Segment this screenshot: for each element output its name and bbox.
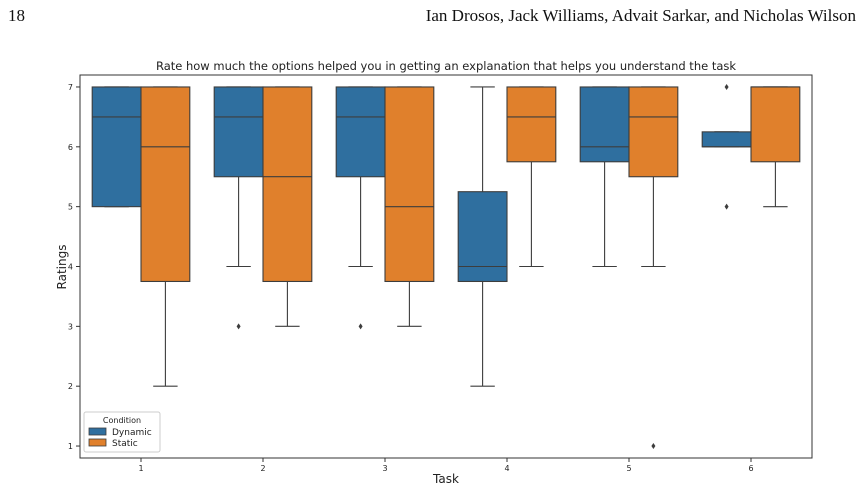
box-iqr xyxy=(91,86,142,208)
outlier-point xyxy=(651,443,656,450)
outlier-point xyxy=(358,323,363,330)
y-tick-label: 1 xyxy=(68,442,73,451)
box-iqr xyxy=(384,86,435,283)
box-iqr xyxy=(628,86,679,178)
y-tick-label: 3 xyxy=(68,322,73,331)
chart-title: Rate how much the options helped you in … xyxy=(156,59,736,73)
outlier-point xyxy=(724,83,729,90)
legend-title: Condition xyxy=(103,416,141,425)
legend-swatch-static xyxy=(88,438,107,447)
box-iqr xyxy=(140,86,191,283)
box-iqr xyxy=(335,86,386,178)
y-tick-label: 6 xyxy=(68,143,73,152)
box-iqr xyxy=(579,86,630,163)
outlier-point xyxy=(724,203,729,210)
box-static-task-5 xyxy=(628,86,679,450)
box-dynamic-task-2 xyxy=(213,86,264,330)
box-static-task-6 xyxy=(750,86,801,208)
box-iqr xyxy=(262,86,313,283)
box-dynamic-task-1 xyxy=(91,86,142,208)
box-iqr xyxy=(750,86,801,163)
y-axis-label: Ratings xyxy=(55,245,69,290)
y-tick-label: 5 xyxy=(68,203,73,212)
page-authors: Ian Drosos, Jack Williams, Advait Sarkar… xyxy=(425,6,856,25)
box-iqr xyxy=(457,191,508,283)
box-static-task-3 xyxy=(384,86,435,327)
box-dynamic-task-4 xyxy=(457,86,508,387)
page-number: 18 xyxy=(8,6,25,25)
page-header: 18 Ian Drosos, Jack Williams, Advait Sar… xyxy=(0,0,868,40)
plot-layer: 1 2 3 4 5 6 7 1 2 3 4 5 6 xyxy=(68,74,813,473)
box-iqr xyxy=(506,86,557,163)
x-tick-label: 3 xyxy=(382,464,387,473)
x-tick-label: 6 xyxy=(748,464,753,473)
box-dynamic-task-5 xyxy=(579,86,630,268)
x-axis-label: Task xyxy=(432,472,459,486)
legend-label-static: Static xyxy=(112,439,138,449)
box-iqr xyxy=(701,131,752,148)
y-tick-label: 4 xyxy=(68,263,73,272)
box-static-task-4 xyxy=(506,86,557,268)
legend-label-dynamic: Dynamic xyxy=(112,428,152,438)
x-tick-label: 2 xyxy=(260,464,265,473)
x-tick-label: 5 xyxy=(626,464,631,473)
x-tick-label: 4 xyxy=(504,464,509,473)
outlier-point xyxy=(236,323,241,330)
box-dynamic-task-6 xyxy=(701,83,752,210)
legend-swatch-dynamic xyxy=(88,427,107,436)
box-static-task-2 xyxy=(262,86,313,327)
box-iqr xyxy=(213,86,264,178)
box-dynamic-task-3 xyxy=(335,86,386,330)
y-tick-label: 7 xyxy=(68,83,73,92)
box-static-task-1 xyxy=(140,86,191,387)
y-tick-label: 2 xyxy=(68,382,73,391)
x-tick-label: 1 xyxy=(138,464,143,473)
